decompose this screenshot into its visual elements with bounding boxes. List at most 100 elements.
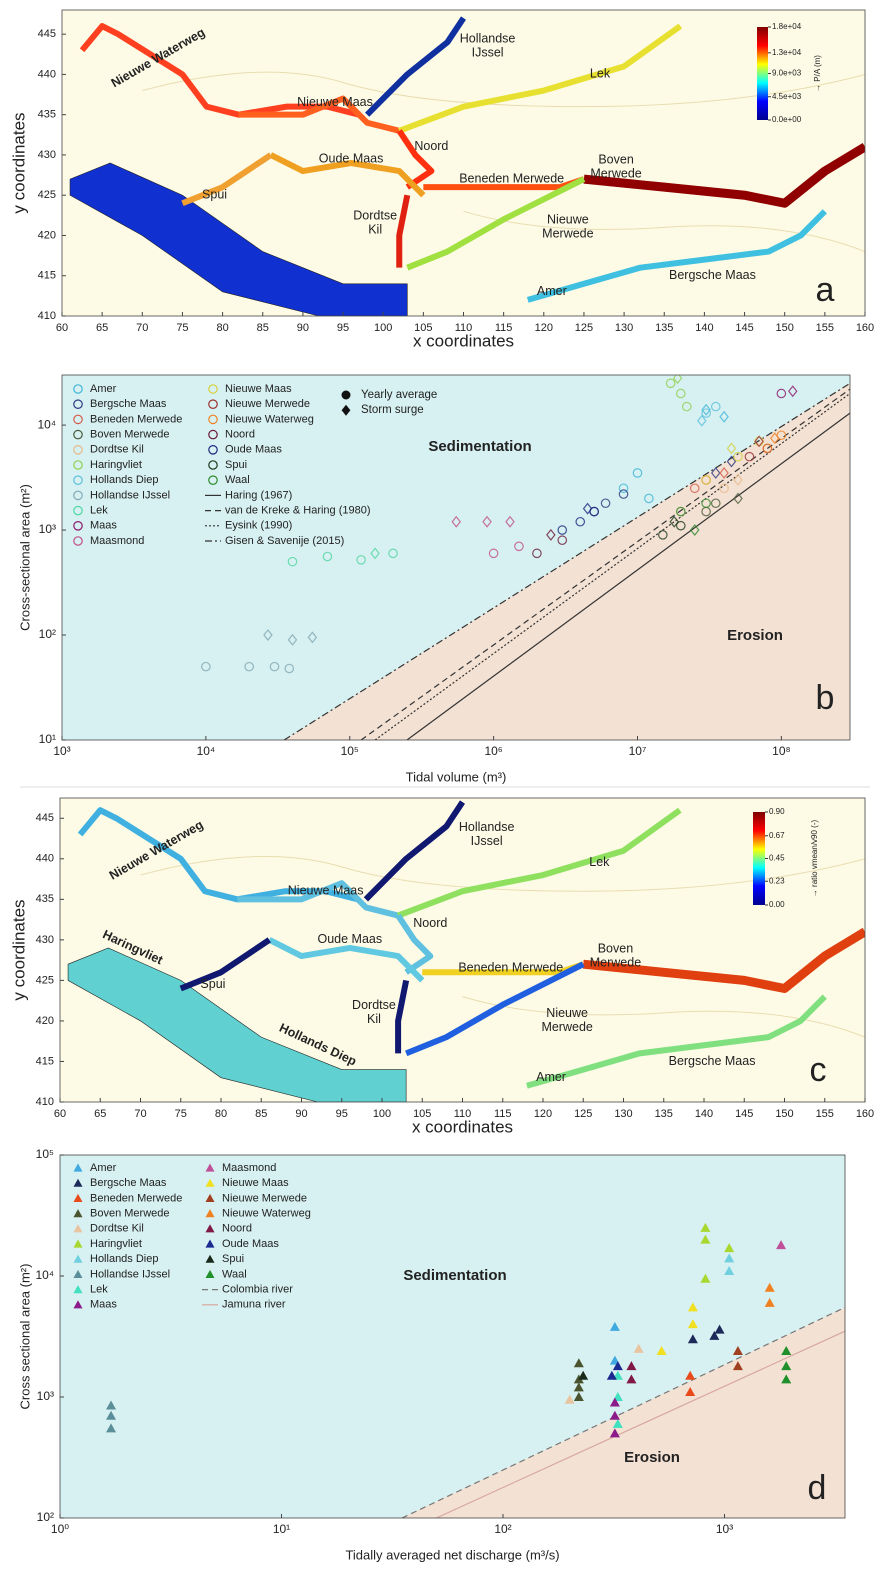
colorbar-label: → ratio vmean/v90 (-) [810, 819, 819, 897]
legend-label: Jamuna river [222, 1299, 286, 1311]
legend-label: Haring (1967) [225, 489, 292, 501]
figure: Nieuwe WaterwegHollandseIJsselLekNieuwe … [0, 0, 892, 1591]
legend-label: Nieuwe Waterweg [222, 1208, 311, 1220]
place-name: Bergsche Maas [669, 1054, 756, 1068]
y-axis-label: Cross-sectional area (m²) [17, 484, 32, 631]
x-tick-label: 100 [373, 1108, 391, 1120]
colorbar-tick-label: 1.3e+04 [772, 48, 802, 57]
x-tick-label: 120 [535, 322, 553, 334]
legend-label: Nieuwe Merwede [225, 398, 310, 410]
x-tick-label: 10³ [716, 1522, 733, 1536]
place-name: Bergsche Maas [669, 268, 756, 282]
y-tick-label: 10² [39, 627, 56, 641]
panel-label: d [808, 1469, 827, 1507]
legend-label: Eysink (1990) [225, 520, 292, 532]
x-tick-label: 90 [295, 1108, 307, 1120]
place-name: Merwede [541, 1020, 592, 1034]
place-name: Kil [368, 223, 382, 237]
legend-label: Bergsche Maas [90, 398, 167, 410]
y-tick-label: 445 [36, 812, 54, 824]
y-tick-label: 10⁴ [35, 1268, 54, 1282]
y-axis-label: y coordinates [9, 899, 28, 1000]
y-axis-label: y coordinates [9, 112, 28, 213]
panel-label: c [810, 1051, 827, 1089]
legend-label: Noord [225, 429, 255, 441]
x-tick-label: 60 [54, 1108, 66, 1120]
colorbar-tick-label: 0.90 [769, 807, 785, 816]
x-tick-label: 130 [615, 322, 633, 334]
y-tick-label: 430 [36, 934, 54, 946]
panel: Nieuwe WaterwegHollandseIJsselLekNieuwe … [9, 10, 874, 350]
place-name: Nieuwe [547, 213, 589, 227]
colorbar-tick-label: 4.5e+03 [772, 92, 802, 101]
x-axis-label: x coordinates [413, 331, 514, 350]
legend-label: Lek [90, 1284, 108, 1296]
x-tick-label: 135 [655, 322, 673, 334]
plot-area [60, 1155, 845, 1518]
place-name: Spui [202, 188, 227, 202]
legend-label: Yearly average [361, 389, 437, 401]
x-tick-label: 10⁰ [51, 1522, 69, 1536]
place-name: Lek [589, 855, 610, 869]
y-tick-label: 10⁵ [36, 1147, 54, 1161]
x-tick-label: 10¹ [273, 1522, 290, 1536]
x-axis-label: Tidally averaged net discharge (m³/s) [345, 1547, 559, 1562]
place-name: Nieuwe [546, 1006, 588, 1020]
legend-label: Oude Maas [222, 1238, 279, 1250]
place-name: IJssel [472, 46, 504, 60]
place-name: Dordtse [352, 998, 396, 1012]
x-tick-label: 150 [776, 322, 794, 334]
legend-label: Nieuwe Merwede [222, 1192, 307, 1204]
x-tick-label: 10⁶ [484, 744, 502, 758]
legend-label: Boven Merwede [90, 1208, 170, 1220]
place-name: Nieuwe Maas [288, 884, 364, 898]
legend-label: Gisen & Savenije (2015) [225, 535, 344, 547]
colorbar [753, 812, 765, 905]
place-name: Boven [598, 941, 633, 955]
y-tick-label: 440 [38, 68, 56, 80]
region-label: Sedimentation [403, 1267, 506, 1284]
x-tick-label: 75 [176, 322, 188, 334]
y-tick-label: 410 [38, 310, 56, 322]
place-name: Amer [537, 284, 567, 298]
legend-label: Maasmond [90, 535, 144, 547]
colorbar-tick-label: 0.0e+00 [772, 115, 802, 124]
legend-label: Nieuwe Maas [225, 383, 292, 395]
legend-label: Hollandse IJssel [90, 489, 170, 501]
colorbar-tick-label: 0.45 [769, 854, 785, 863]
x-tick-label: 90 [297, 322, 309, 334]
panel-label: a [816, 271, 835, 309]
y-tick-label: 445 [38, 28, 56, 40]
place-name: Oude Maas [317, 932, 382, 946]
colorbar-tick-label: 0.23 [769, 876, 785, 885]
x-tick-label: 70 [136, 322, 148, 334]
legend-label: Maas [90, 520, 117, 532]
y-tick-label: 435 [38, 109, 56, 121]
legend-label: Spui [222, 1253, 244, 1265]
legend-label: Storm surge [361, 404, 424, 416]
place-name: Noord [414, 139, 448, 153]
x-tick-label: 150 [775, 1108, 793, 1120]
legend-label: Colombia river [222, 1284, 293, 1296]
x-tick-label: 10⁷ [629, 744, 647, 758]
x-tick-label: 145 [735, 1108, 753, 1120]
legend-label: Amer [90, 1162, 117, 1174]
legend-label: Dordtse Kil [90, 1223, 144, 1235]
place-name: Merwede [590, 955, 641, 969]
y-tick-label: 435 [36, 893, 54, 905]
colorbar-tick-label: 9.0e+03 [772, 69, 802, 78]
panel: SedimentationErosionAmerBergsche MaasBen… [17, 373, 850, 784]
x-tick-label: 125 [574, 1108, 592, 1120]
page: Nieuwe WaterwegHollandseIJsselLekNieuwe … [0, 0, 892, 1591]
colorbar-tick-label: 0.67 [769, 831, 785, 840]
x-tick-label: 10⁸ [772, 744, 790, 758]
x-tick-label: 140 [695, 1108, 713, 1120]
legend-label: Hollands Diep [90, 1253, 158, 1265]
x-tick-label: 80 [216, 322, 228, 334]
y-tick-label: 10² [37, 1510, 54, 1524]
y-tick-label: 430 [38, 149, 56, 161]
x-tick-label: 65 [96, 322, 108, 334]
x-tick-label: 85 [255, 1108, 267, 1120]
